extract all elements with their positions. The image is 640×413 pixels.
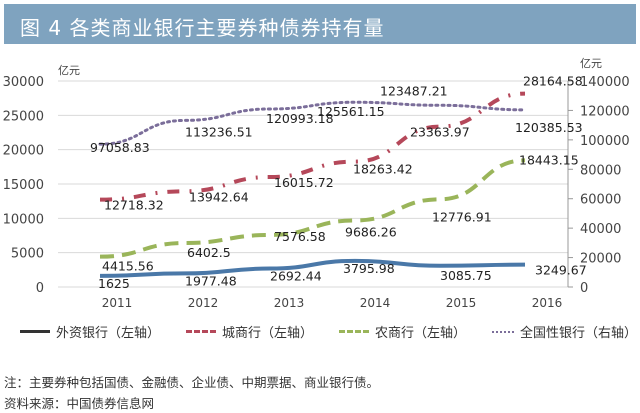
data-label: 12718.32 (104, 198, 164, 213)
data-label: 3795.98 (343, 261, 395, 276)
legend-swatch (339, 330, 370, 333)
data-label: 13942.64 (189, 189, 249, 204)
data-label: 1625 (98, 276, 130, 291)
left-tick-label: 15000 (3, 178, 44, 193)
left-tick-label: 30000 (3, 75, 44, 90)
right-axis-unit: 亿元 (580, 57, 602, 70)
series-line-3 (98, 100, 527, 146)
data-label: 2692.44 (270, 269, 322, 284)
left-tick-label: 20000 (3, 144, 44, 159)
legend-item-city: 城商行（左轴） (186, 322, 313, 341)
data-label: 97058.83 (90, 140, 150, 155)
series-line-1 (99, 91, 526, 202)
data-label: 1977.48 (185, 273, 237, 288)
left-axis-unit: 亿元 (58, 64, 80, 77)
data-label: 125561.15 (317, 104, 385, 119)
right-tick-label: 60000 (580, 193, 621, 208)
legend: 外资银行（左轴） 城商行（左轴） 农商行（左轴） 全国性银行（右轴） (20, 322, 637, 341)
right-tick-label: 40000 (580, 222, 621, 237)
data-label: 120993.18 (266, 111, 334, 126)
legend-swatch (20, 330, 50, 333)
legend-swatch (186, 330, 217, 333)
left-tick-label: 5000 (11, 247, 44, 262)
left-tick-label: 0 (36, 281, 44, 296)
data-label: 7576.58 (274, 229, 326, 244)
data-label: 16015.72 (274, 175, 334, 190)
data-label: 3085.75 (440, 268, 492, 283)
data-label: 4415.56 (102, 259, 154, 274)
right-tick-label: 80000 (580, 163, 621, 178)
x-tick-label: 2012 (188, 296, 219, 310)
data-label: 113236.51 (185, 124, 253, 139)
right-tick-label: 100000 (580, 134, 630, 149)
data-label: 18263.42 (353, 162, 413, 177)
legend-item-rural: 农商行（左轴） (339, 322, 466, 341)
title-bar: 图 4 各类商业银行主要券种债券持有量 (4, 4, 636, 44)
data-label: 12776.91 (432, 209, 492, 224)
data-label: 23363.97 (410, 125, 470, 140)
legend-label: 外资银行（左轴） (56, 326, 161, 341)
x-tick-label: 2011 (102, 296, 133, 310)
left-tick-label: 25000 (3, 109, 44, 124)
data-label: 3249.67 (535, 263, 587, 278)
data-label: 120385.53 (515, 120, 583, 135)
legend-item-national: 全国性银行（右轴） (492, 322, 637, 341)
legend-label: 全国性银行（右轴） (520, 326, 638, 341)
legend-swatch (492, 330, 515, 333)
line-chart: 0 5000 10000 15000 20000 25000 30000 0 20000 4000… (3, 57, 630, 310)
data-label: 9686.26 (345, 224, 397, 239)
series-line-2 (99, 158, 526, 259)
data-label: 28164.58 (523, 74, 583, 89)
series-line-0 (99, 258, 526, 278)
data-label: 18443.15 (519, 152, 579, 167)
chart-title: 图 4 各类商业银行主要券种债券持有量 (20, 16, 385, 40)
left-tick-label: 10000 (3, 212, 44, 227)
data-label: 6402.5 (187, 245, 231, 260)
x-tick-label: 2014 (360, 296, 391, 310)
legend-label: 农商行（左轴） (375, 326, 467, 341)
x-tick-label: 2016 (532, 296, 563, 310)
data-label: 123487.21 (380, 83, 448, 98)
right-tick-label: 0 (580, 281, 588, 296)
legend-item-foreign: 外资银行（左轴） (20, 322, 160, 341)
footnote: 注：主要券种包括国债、金融债、企业债、中期票据、商业银行债。 (4, 375, 380, 390)
x-tick-label: 2013 (274, 296, 305, 310)
legend-label: 城商行（左轴） (222, 326, 314, 341)
source-note: 资料来源：中国债券信息网 (4, 396, 155, 411)
right-tick-label: 20000 (580, 252, 621, 267)
x-tick-label: 2015 (446, 296, 477, 310)
right-tick-label: 120000 (580, 104, 630, 119)
right-tick-label: 140000 (580, 75, 630, 90)
